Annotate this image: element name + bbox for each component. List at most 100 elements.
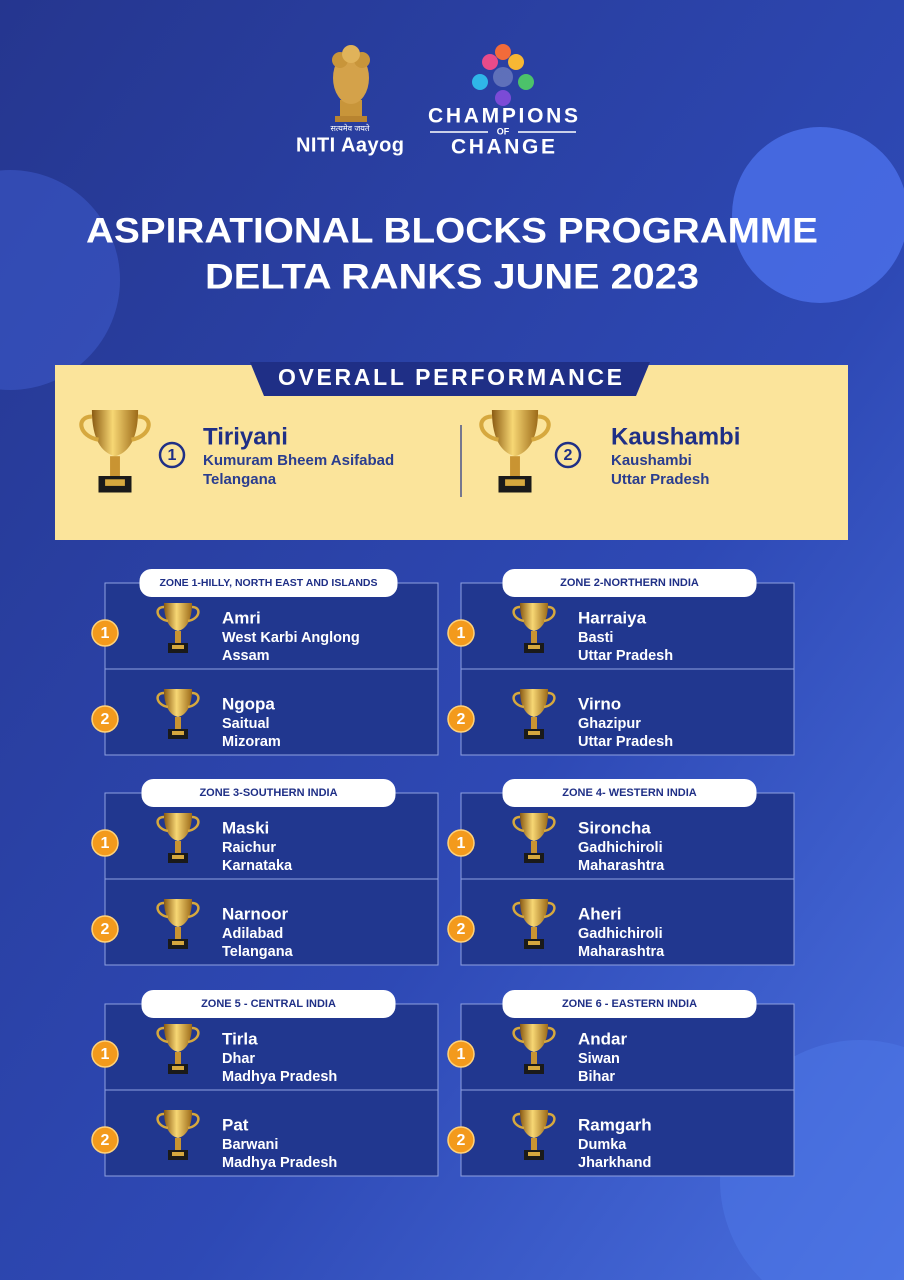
district-name: Siwan (578, 1051, 620, 1067)
trophy-cup (520, 1024, 548, 1052)
trophy-plate (505, 479, 525, 486)
overall-tab (250, 362, 650, 396)
state-name: Jharkhand (578, 1155, 651, 1171)
block-name: Maski (222, 818, 269, 837)
rank-badge (91, 829, 119, 857)
district-name: Barwani (222, 1137, 278, 1153)
rank-badge (91, 619, 119, 647)
trophy-handles (512, 901, 556, 919)
trophy-icon (512, 689, 556, 739)
rank-number: 2 (101, 1132, 110, 1149)
block-name: Kaushambi (611, 423, 740, 450)
trophy-handles (156, 605, 200, 623)
trophy-plate (528, 1066, 540, 1070)
rank-badge (554, 441, 582, 469)
trophy-handles (512, 1026, 556, 1044)
rank-number: 1 (168, 447, 177, 464)
trophy-cup (520, 689, 548, 717)
trophy-cup (520, 1110, 548, 1138)
trophy-stem (175, 717, 181, 729)
district-name: Raichur (222, 840, 276, 856)
zone-heading: ZONE 3-SOUTHERN INDIA (199, 787, 337, 799)
trophy-handles (512, 815, 556, 833)
block-name: Aheri (578, 904, 621, 923)
rank-number: 2 (457, 921, 466, 938)
rank-number: 1 (101, 835, 110, 852)
rank-badge (447, 829, 475, 857)
trophy-stem (531, 631, 537, 643)
trophy-stem (175, 1052, 181, 1064)
org-name: NITI Aayog (296, 134, 404, 156)
state-name: Karnataka (222, 858, 293, 874)
trophy-plate (172, 1152, 184, 1156)
trophy-icon (512, 603, 556, 653)
rank-number: 1 (457, 835, 466, 852)
emblem (332, 45, 370, 122)
zone-tab (141, 990, 396, 1018)
rank-number: 2 (564, 447, 573, 464)
trophy-handles (512, 605, 556, 623)
rank-badge (447, 915, 475, 943)
trophy-cup (491, 410, 539, 457)
trophy-stem (110, 456, 120, 476)
zone-heading: ZONE 1-HILLY, NORTH EAST AND ISLANDS (160, 577, 378, 589)
zone-tab (141, 779, 396, 807)
trophy-cup (164, 1024, 192, 1052)
district-name: Kaushambi (611, 452, 692, 469)
rank-badge (447, 705, 475, 733)
trophy-handles (79, 414, 151, 442)
trophy-cup (164, 689, 192, 717)
district-name: Saitual (222, 716, 270, 732)
rank-number: 2 (457, 711, 466, 728)
trophy-stem (175, 631, 181, 643)
trophy-cup (520, 603, 548, 631)
block-name: Ramgarh (578, 1115, 652, 1134)
trophy-icon (156, 813, 200, 863)
trophy-icon (512, 1024, 556, 1074)
rank-badge (91, 1040, 119, 1068)
trophy-stem (531, 927, 537, 939)
state-name: Assam (222, 648, 270, 664)
trophy-icon (156, 689, 200, 739)
rank-number: 2 (457, 1132, 466, 1149)
trophy-stem (531, 1052, 537, 1064)
emblem-motto: सत्यमेव जयते (331, 123, 370, 133)
block-name: Narnoor (222, 904, 289, 923)
decor-circle (732, 127, 904, 303)
trophy-handles (479, 414, 551, 442)
state-name: Uttar Pradesh (578, 648, 673, 664)
trophy-plate (105, 479, 125, 486)
trophy-cup (164, 813, 192, 841)
champions-logo (472, 44, 534, 106)
trophy-plate (528, 855, 540, 859)
zone-heading: ZONE 6 - EASTERN INDIA (562, 998, 697, 1010)
district-name: Gadhichiroli (578, 926, 663, 942)
trophy-plate (528, 645, 540, 649)
trophy-handles (156, 1026, 200, 1044)
logo-line: OF (497, 126, 510, 136)
trophy-stem (510, 456, 520, 476)
rank-number: 1 (101, 625, 110, 642)
trophy-stem (531, 841, 537, 853)
trophy-handles (512, 1112, 556, 1130)
district-name: Dumka (578, 1137, 627, 1153)
trophy-plate (172, 855, 184, 859)
zone-tab (502, 569, 757, 597)
rank-badge (447, 619, 475, 647)
block-name: Sironcha (578, 818, 651, 837)
district-name: Basti (578, 630, 613, 646)
trophy-icon (512, 899, 556, 949)
block-name: Amri (222, 608, 261, 627)
rank-badge (447, 1126, 475, 1154)
state-name: Telangana (222, 944, 294, 960)
rank-number: 1 (101, 1046, 110, 1063)
trophy-icon (156, 1110, 200, 1160)
trophy-plate (528, 731, 540, 735)
rank-badge (91, 705, 119, 733)
zone-tab (502, 779, 757, 807)
state-name: Maharashtra (578, 858, 665, 874)
trophy-handles (512, 691, 556, 709)
rank-badge (91, 915, 119, 943)
district-name: West Karbi Anglong (222, 630, 360, 646)
